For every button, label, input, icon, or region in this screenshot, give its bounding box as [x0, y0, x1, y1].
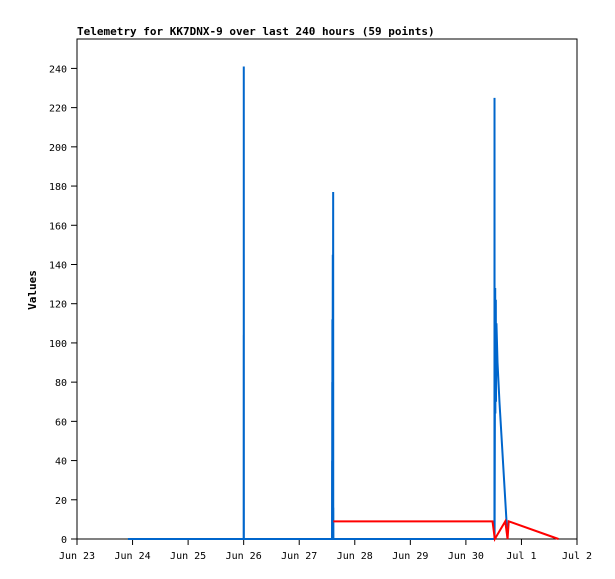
- x-tick-label: Jul 2: [562, 551, 592, 562]
- y-tick-label: 40: [55, 457, 67, 468]
- y-tick-label: 120: [49, 300, 67, 311]
- y-tick-label: 140: [49, 260, 67, 271]
- x-tick-label: Jul 1: [506, 551, 536, 562]
- y-axis-ticks: 0 20 40 60 80 100 120 140 160 180 200 220 240: [49, 64, 77, 546]
- series-line-2: [333, 518, 559, 543]
- y-tick-label: 60: [55, 417, 67, 428]
- y-tick-label: 80: [55, 378, 67, 389]
- x-tick-label: Jun 23: [59, 551, 95, 562]
- y-tick-label: 160: [49, 221, 67, 232]
- chart-title: Telemetry for KK7DNX-9 over last 240 hou…: [77, 25, 435, 38]
- y-tick-label: 220: [49, 104, 67, 115]
- x-tick-label: Jun 28: [337, 551, 373, 562]
- y-tick-label: 0: [61, 535, 67, 546]
- x-tick-label: Jun 30: [448, 551, 484, 562]
- y-tick-label: 100: [49, 339, 67, 350]
- y-axis-label: Values: [26, 270, 39, 310]
- series-line-1: [127, 66, 509, 540]
- series-layer: [127, 66, 559, 543]
- y-tick-label: 240: [49, 64, 67, 75]
- x-tick-label: Jun 29: [392, 551, 428, 562]
- x-tick-label: Jun 25: [170, 551, 206, 562]
- x-tick-label: Jun 27: [281, 551, 317, 562]
- plot-frame: [76, 38, 578, 540]
- x-tick-label: Jun 24: [114, 551, 150, 562]
- y-tick-label: 200: [49, 143, 67, 154]
- y-tick-label: 180: [49, 182, 67, 193]
- x-axis-ticks: Jun 23 Jun 24 Jun 25 Jun 26 Jun 27 Jun 28 Jun …: [59, 539, 592, 562]
- x-tick-label: Jun 26: [226, 551, 262, 562]
- y-tick-label: 20: [55, 496, 67, 507]
